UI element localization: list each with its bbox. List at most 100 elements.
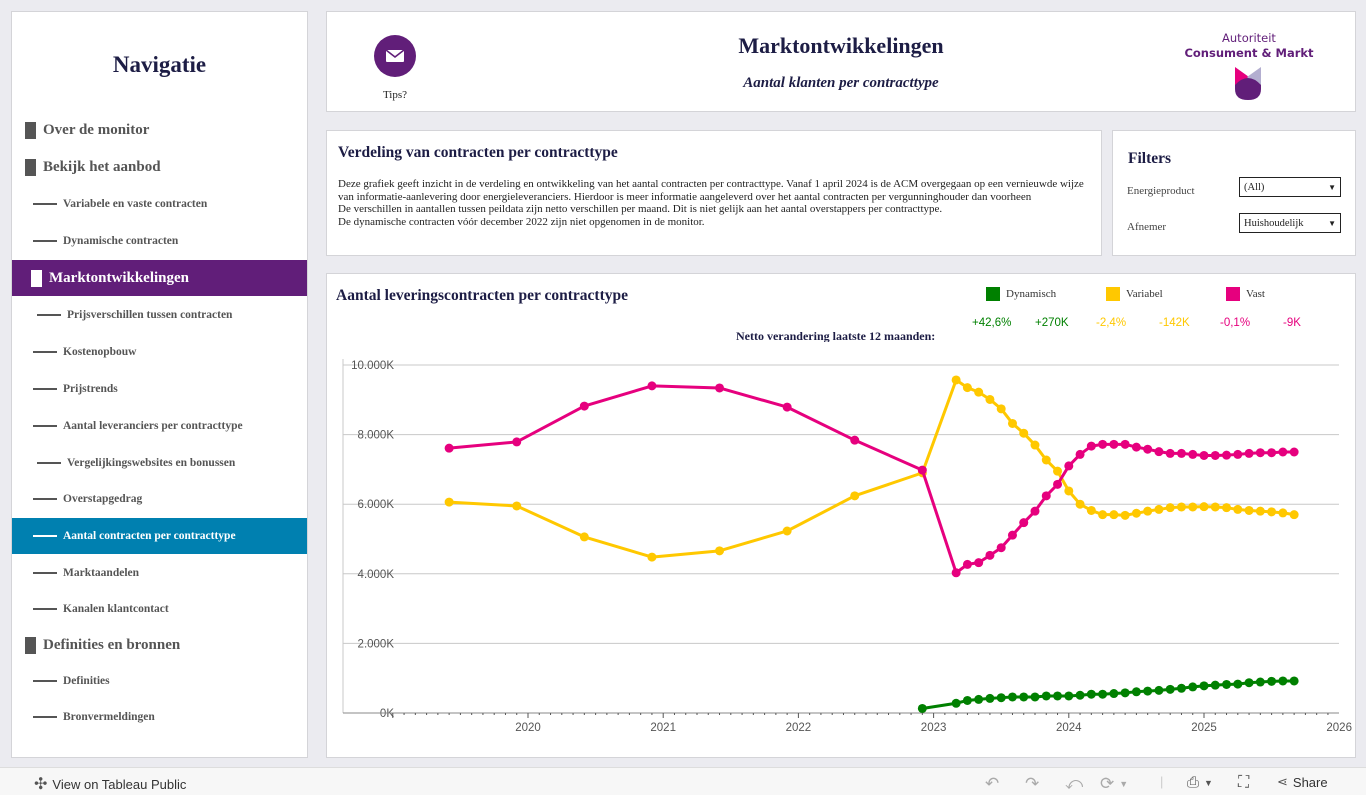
page-subtitle: Aantal klanten per contracttype bbox=[743, 75, 939, 91]
sidebar-item-label: Marktaandelen bbox=[63, 567, 140, 579]
line-chart[interactable]: 0K 2.000K 4.000K 6.000K 8.000K 10.000K 2020 202… bbox=[327, 274, 1356, 758]
refresh-button[interactable]: ⟳ ▼ bbox=[1100, 774, 1128, 794]
data-point-variabel bbox=[985, 394, 995, 404]
sidebar-item-label: Prijstrends bbox=[63, 383, 118, 395]
data-point-vast bbox=[850, 435, 860, 445]
data-point-variabel bbox=[1075, 499, 1085, 509]
legend-item-dynamisch[interactable]: Dynamisch bbox=[986, 287, 1056, 301]
redo-button[interactable]: ↷ bbox=[1025, 774, 1039, 794]
dash-marker-icon bbox=[33, 572, 57, 574]
data-point-variabel bbox=[974, 387, 984, 397]
data-point-vast bbox=[782, 402, 792, 412]
data-point-vast bbox=[1165, 448, 1175, 458]
x-tick-label: 2025 bbox=[1191, 722, 1217, 734]
sidebar-item-definities[interactable]: Definities bbox=[12, 663, 307, 699]
page-title: Marktontwikkelingen bbox=[738, 33, 944, 58]
data-point-variabel bbox=[444, 497, 454, 507]
legend-item-vast[interactable]: Vast bbox=[1226, 287, 1265, 301]
dropdown-arrow-icon: ▼ bbox=[1328, 182, 1336, 192]
section-marker-icon bbox=[25, 121, 36, 139]
variabel-pct-change: -2,4% bbox=[1096, 317, 1127, 329]
legend-item-variabel[interactable]: Variabel bbox=[1106, 287, 1163, 301]
sidebar-item-kostenopbouw[interactable]: Kostenopbouw bbox=[12, 334, 307, 370]
data-point-vast bbox=[1007, 530, 1017, 540]
dashboard-header: Tips? Marktontwikkelingen Aantal klanten… bbox=[326, 11, 1356, 112]
data-point-vast bbox=[444, 443, 454, 453]
data-point-dynamisch bbox=[1120, 688, 1130, 698]
x-tick-label: 2022 bbox=[786, 722, 812, 734]
revert-icon: ⤺ bbox=[1065, 774, 1084, 793]
sidebar-item-overstapgedrag[interactable]: Overstapgedrag bbox=[12, 481, 307, 517]
energieproduct-select[interactable]: (All) ▼ bbox=[1239, 177, 1341, 197]
sidebar-item-label: Aantal contracten per contracttype bbox=[63, 530, 236, 542]
y-tick-label: 10.000K bbox=[351, 360, 394, 372]
x-tick-label: 2023 bbox=[921, 722, 947, 734]
data-point-vast bbox=[951, 568, 961, 578]
data-point-dynamisch bbox=[985, 693, 995, 703]
legend-swatch bbox=[1226, 287, 1240, 301]
data-point-dynamisch bbox=[1165, 684, 1175, 694]
download-button[interactable]: ⎙ ▼ bbox=[1187, 774, 1213, 791]
data-point-variabel bbox=[1109, 510, 1119, 520]
sidebar-item-bronvermeldingen[interactable]: Bronvermeldingen bbox=[12, 699, 307, 735]
sidebar-item-variabele-en-vaste-contracten[interactable]: Variabele en vaste contracten bbox=[12, 186, 307, 222]
data-point-variabel bbox=[1267, 507, 1277, 517]
data-point-dynamisch bbox=[1255, 677, 1265, 687]
data-point-variabel bbox=[1210, 502, 1220, 512]
data-point-variabel bbox=[1199, 502, 1209, 512]
data-point-dynamisch bbox=[951, 698, 961, 708]
data-point-dynamisch bbox=[1064, 691, 1074, 701]
data-point-dynamisch bbox=[996, 693, 1006, 703]
download-icon: ⎙ bbox=[1187, 774, 1200, 791]
data-point-dynamisch bbox=[1244, 678, 1254, 688]
chevron-down-icon: ▼ bbox=[1119, 779, 1129, 789]
data-point-vast bbox=[1154, 447, 1164, 457]
data-point-dynamisch bbox=[1222, 679, 1232, 689]
data-point-variabel bbox=[1053, 466, 1063, 476]
data-point-variabel bbox=[1041, 455, 1051, 465]
data-point-variabel bbox=[1176, 502, 1186, 512]
sidebar-item-kanalen-klantcontact[interactable]: Kanalen klantcontact bbox=[12, 591, 307, 627]
dash-marker-icon bbox=[33, 498, 57, 500]
data-point-vast bbox=[1289, 447, 1299, 457]
view-on-tableau-public-link[interactable]: ✣ View on Tableau Public bbox=[34, 774, 186, 794]
share-button[interactable]: ⋖ Share bbox=[1277, 774, 1328, 790]
data-point-variabel bbox=[1007, 418, 1017, 428]
sidebar-item-marktaandelen[interactable]: Marktaandelen bbox=[12, 555, 307, 591]
filters-title: Filters bbox=[1128, 150, 1172, 167]
sidebar-item-prijsverschillen-tussen-contracten[interactable]: Prijsverschillen tussen contracten bbox=[12, 297, 307, 333]
variabel-abs-change: -142K bbox=[1159, 317, 1190, 329]
sidebar-item-definities-en-bronnen[interactable]: Definities en bronnen bbox=[12, 627, 307, 663]
section-marker-icon bbox=[31, 269, 42, 287]
sidebar-item-aantal-leveranciers-per-contracttype[interactable]: Aantal leveranciers per contracttype bbox=[12, 408, 307, 444]
tips-button[interactable] bbox=[374, 35, 416, 77]
sidebar-item-marktontwikkelingen[interactable]: Marktontwikkelingen bbox=[12, 260, 307, 296]
y-tick-label: 8.000K bbox=[358, 430, 395, 442]
dropdown-arrow-icon: ▼ bbox=[1328, 218, 1336, 228]
data-point-dynamisch bbox=[1019, 692, 1029, 702]
sidebar-item-aantal-contracten-per-contracttype[interactable]: Aantal contracten per contracttype bbox=[12, 518, 307, 554]
fullscreen-button[interactable]: ⛶ bbox=[1238, 774, 1249, 792]
sidebar-item-vergelijkingswebsites-en-bonussen[interactable]: Vergelijkingswebsites en bonussen bbox=[12, 445, 307, 481]
data-point-variabel bbox=[951, 375, 961, 385]
dash-marker-icon bbox=[33, 680, 57, 682]
y-tick-label: 6.000K bbox=[358, 499, 395, 511]
afnemer-select[interactable]: Huishoudelijk ▼ bbox=[1239, 213, 1341, 233]
sidebar-item-bekijk-het-aanbod[interactable]: Bekijk het aanbod bbox=[12, 149, 307, 185]
sidebar-item-dynamische-contracten[interactable]: Dynamische contracten bbox=[12, 223, 307, 259]
data-point-variabel bbox=[1143, 506, 1153, 516]
data-point-variabel bbox=[1154, 504, 1164, 514]
sidebar-item-over-de-monitor[interactable]: Over de monitor bbox=[12, 112, 307, 148]
sidebar-item-prijstrends[interactable]: Prijstrends bbox=[12, 371, 307, 407]
undo-button[interactable]: ↶ bbox=[985, 774, 999, 794]
dynamisch-abs-change: +270K bbox=[1035, 317, 1069, 329]
data-point-variabel bbox=[1244, 505, 1254, 515]
data-point-vast bbox=[1075, 449, 1085, 459]
revert-button[interactable]: ⤺ bbox=[1065, 774, 1083, 794]
refresh-icon: ⟳ bbox=[1100, 774, 1115, 793]
data-point-vast bbox=[1120, 439, 1130, 449]
tips-label: Tips? bbox=[382, 89, 408, 101]
data-point-dynamisch bbox=[1154, 685, 1164, 695]
data-point-vast bbox=[1098, 439, 1108, 449]
envelope-icon bbox=[385, 49, 405, 62]
